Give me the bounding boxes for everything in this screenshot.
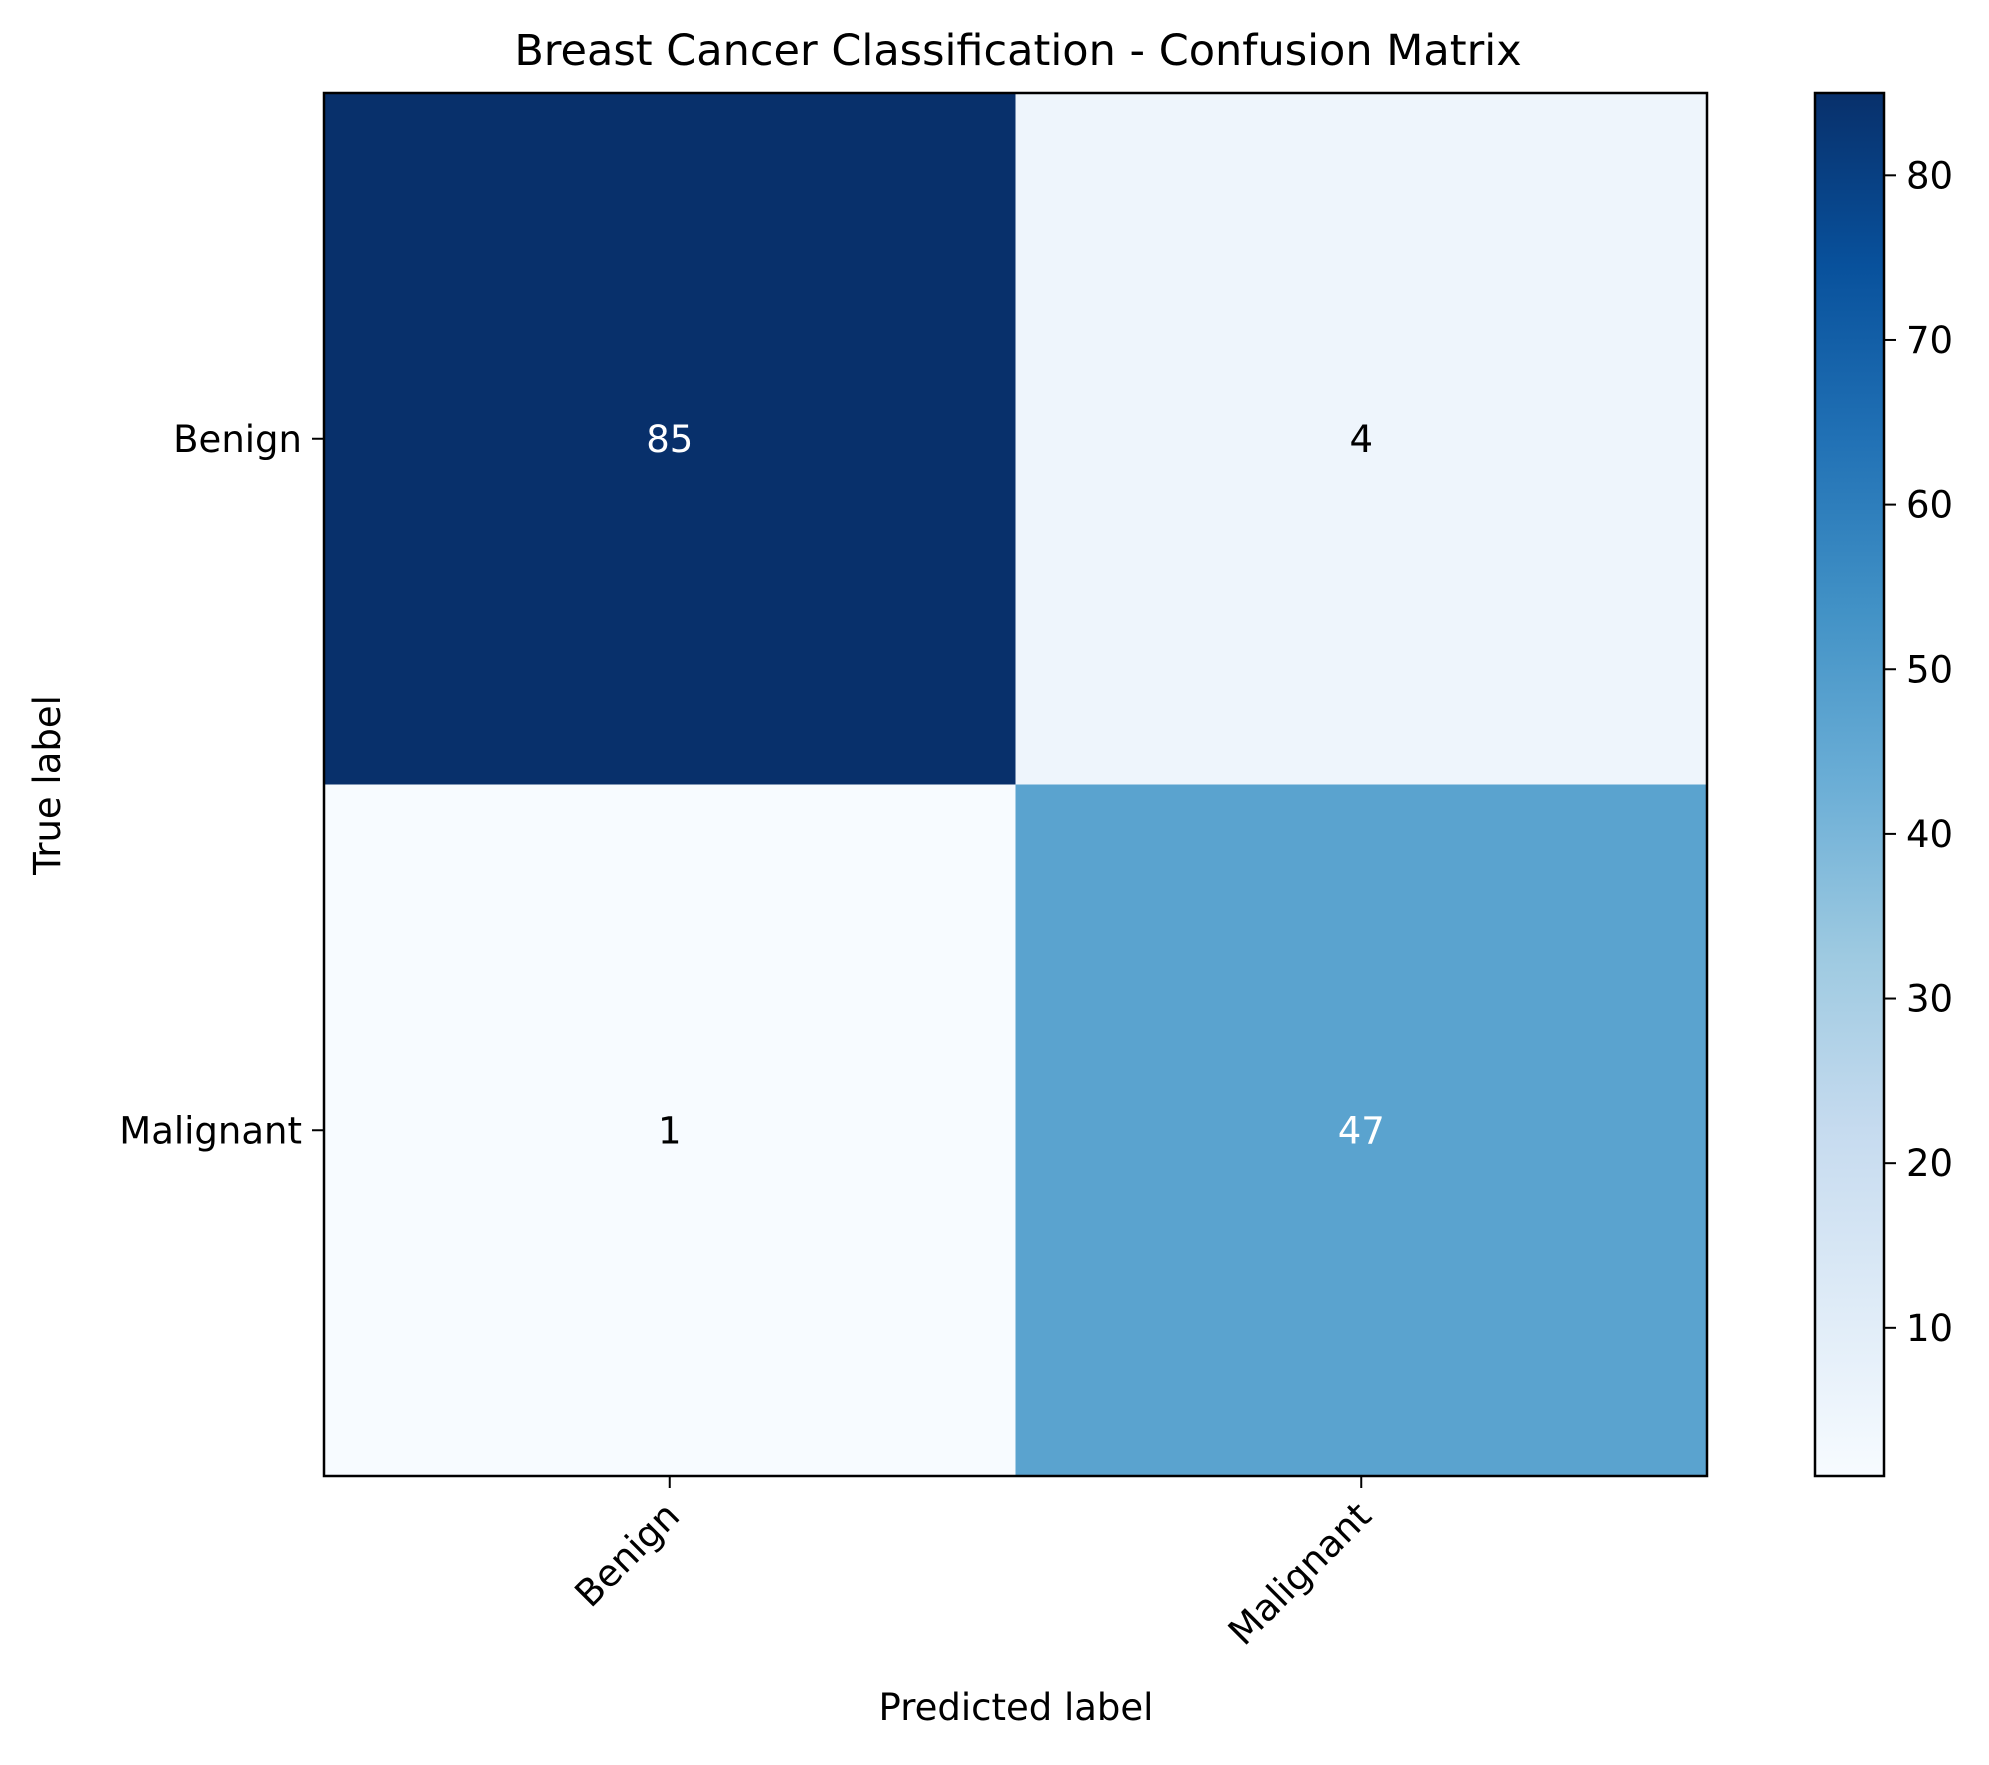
heatmap-cells [324,93,1707,1476]
y-axis-ticks: Benign Malignant [119,418,324,1152]
colorbar-frame [1813,91,1886,1478]
colorbar-tick-label: 10 [1906,1307,1953,1350]
cell-value-label: 85 [646,418,693,461]
colorbar-tick-label: 40 [1906,813,1953,856]
colorbar-tick-label: 50 [1906,648,1953,691]
colorbar-tick-label: 30 [1906,978,1953,1021]
heatmap-cell [324,93,1016,785]
chart-title: Breast Cancer Classification - Confusion… [514,26,1521,76]
colorbar [1815,93,1884,1476]
colorbar-tick-label: 80 [1906,154,1953,197]
heatmap-cell [1015,784,1707,1476]
cell-value-label: 4 [1349,418,1373,461]
x-axis-label: Predicted label [879,1686,1154,1729]
x-axis-ticks: Benign Malignant [567,1476,1380,1654]
colorbar-ticks: 10 20 30 40 50 60 70 80 [1884,154,1953,1350]
heatmap-cell [1015,93,1707,785]
plot-frame [322,91,1709,1478]
heatmap-cell [324,784,1016,1476]
cell-value-label: 1 [658,1109,682,1152]
x-tick-label: Benign [567,1494,689,1616]
colorbar-tick-label: 60 [1906,484,1953,527]
colorbar-tick-label: 20 [1906,1142,1953,1185]
x-tick-label: Malignant [1220,1494,1380,1654]
y-tick-label: Benign [173,418,302,461]
y-tick-label: Malignant [119,1109,302,1152]
colorbar-tick-label: 70 [1906,319,1953,362]
heatmap-cell-labels: 85 4 1 47 [646,418,1385,1153]
cell-value-label: 47 [1338,1109,1385,1152]
y-axis-label: True label [26,695,69,876]
